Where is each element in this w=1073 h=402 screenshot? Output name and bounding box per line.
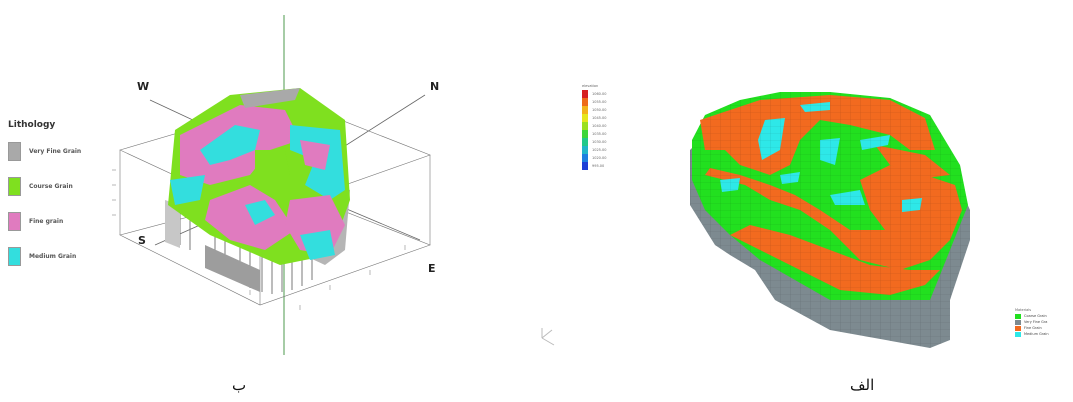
colorbar-tick-label: 1050.00 bbox=[592, 108, 607, 112]
colorbar-segment bbox=[582, 154, 588, 162]
direction-west-label: W bbox=[137, 80, 150, 93]
colorbar-segment bbox=[582, 90, 588, 98]
legend-item: Very Fine Grain bbox=[8, 142, 108, 161]
colorbar-segment bbox=[582, 122, 588, 130]
legend-label: Course Grain bbox=[29, 183, 73, 190]
axis-ticks bbox=[112, 169, 406, 310]
materials-legend-item: Fine Grain bbox=[1015, 325, 1049, 331]
materials-legend-label: Medium Grain bbox=[1024, 332, 1049, 336]
colorbar-tick-label: 1045.00 bbox=[592, 116, 607, 120]
right-model-top bbox=[692, 92, 968, 300]
left-lithology-legend: Lithology Very Fine Grain Course Grain Fin… bbox=[8, 120, 108, 282]
materials-legend-swatch bbox=[1015, 331, 1021, 337]
materials-legend-title: Materials bbox=[1015, 308, 1032, 312]
colorbar-tick-label: 1060.00 bbox=[592, 92, 607, 96]
legend-label: Fine grain bbox=[29, 218, 64, 225]
direction-north-label: N bbox=[430, 80, 440, 93]
caption-right: الف bbox=[850, 376, 875, 394]
colorbar-tick-label: 1035.00 bbox=[592, 132, 607, 136]
colorbar-segment bbox=[582, 130, 588, 138]
colorbar-segment bbox=[582, 106, 588, 114]
colorbar-tick-label: 1040.00 bbox=[592, 124, 607, 128]
colorbar-gradient bbox=[582, 90, 588, 170]
legend-swatch bbox=[8, 177, 21, 196]
elevation-colorbar: elevation 1060.00 1055.00 1050.00 1045.00 10… bbox=[582, 84, 606, 170]
colorbar-segment bbox=[582, 138, 588, 146]
colorbar-tick-label: 995.00 bbox=[592, 164, 605, 168]
colorbar-tick-label: 1030.00 bbox=[592, 140, 607, 144]
colorbar-tick-label: 1020.00 bbox=[592, 156, 607, 160]
colorbar-title: elevation bbox=[582, 84, 599, 88]
materials-legend-swatch bbox=[1015, 313, 1021, 319]
materials-legend: Materials Coarse Grain Very Fine Gra Fine … bbox=[1015, 308, 1049, 337]
legend-item: Course Grain bbox=[8, 177, 108, 196]
materials-legend-swatch bbox=[1015, 319, 1021, 325]
colorbar-segment bbox=[582, 162, 588, 170]
colorbar-segment bbox=[582, 146, 588, 154]
materials-legend-item: Very Fine Gra bbox=[1015, 319, 1049, 325]
orientation-axes-marker bbox=[541, 328, 555, 346]
right-3d-block-model bbox=[541, 92, 970, 348]
materials-legend-swatch bbox=[1015, 325, 1021, 331]
materials-legend-label: Fine Grain bbox=[1024, 326, 1042, 330]
caption-left: ب bbox=[232, 376, 247, 394]
legend-swatch bbox=[8, 212, 21, 231]
direction-south-label: S bbox=[138, 234, 146, 247]
materials-legend-item: Coarse Grain bbox=[1015, 313, 1049, 319]
colorbar-ticks: 1060.00 1055.00 1050.00 1045.00 1040.00 1035.… bbox=[592, 90, 606, 170]
colorbar-tick-label: 1055.00 bbox=[592, 100, 607, 104]
materials-legend-label: Coarse Grain bbox=[1024, 314, 1047, 318]
colorbar-segment bbox=[582, 98, 588, 106]
colorbar-segment bbox=[582, 114, 588, 122]
model-top-surface bbox=[168, 88, 350, 265]
legend-swatch bbox=[8, 142, 21, 161]
legend-label: Medium Grain bbox=[29, 253, 77, 260]
legend-swatch bbox=[8, 247, 21, 266]
legend-title: Lithology bbox=[8, 120, 56, 130]
colorbar-tick-label: 1025.00 bbox=[592, 148, 607, 152]
legend-item: Medium Grain bbox=[8, 247, 108, 266]
legend-label: Very Fine Grain bbox=[29, 148, 82, 155]
materials-legend-label: Very Fine Gra bbox=[1024, 320, 1048, 324]
legend-item: Fine grain bbox=[8, 212, 108, 231]
materials-legend-item: Medium Grain bbox=[1015, 331, 1049, 337]
direction-east-label: E bbox=[428, 262, 436, 275]
left-3d-block-model bbox=[112, 15, 431, 355]
